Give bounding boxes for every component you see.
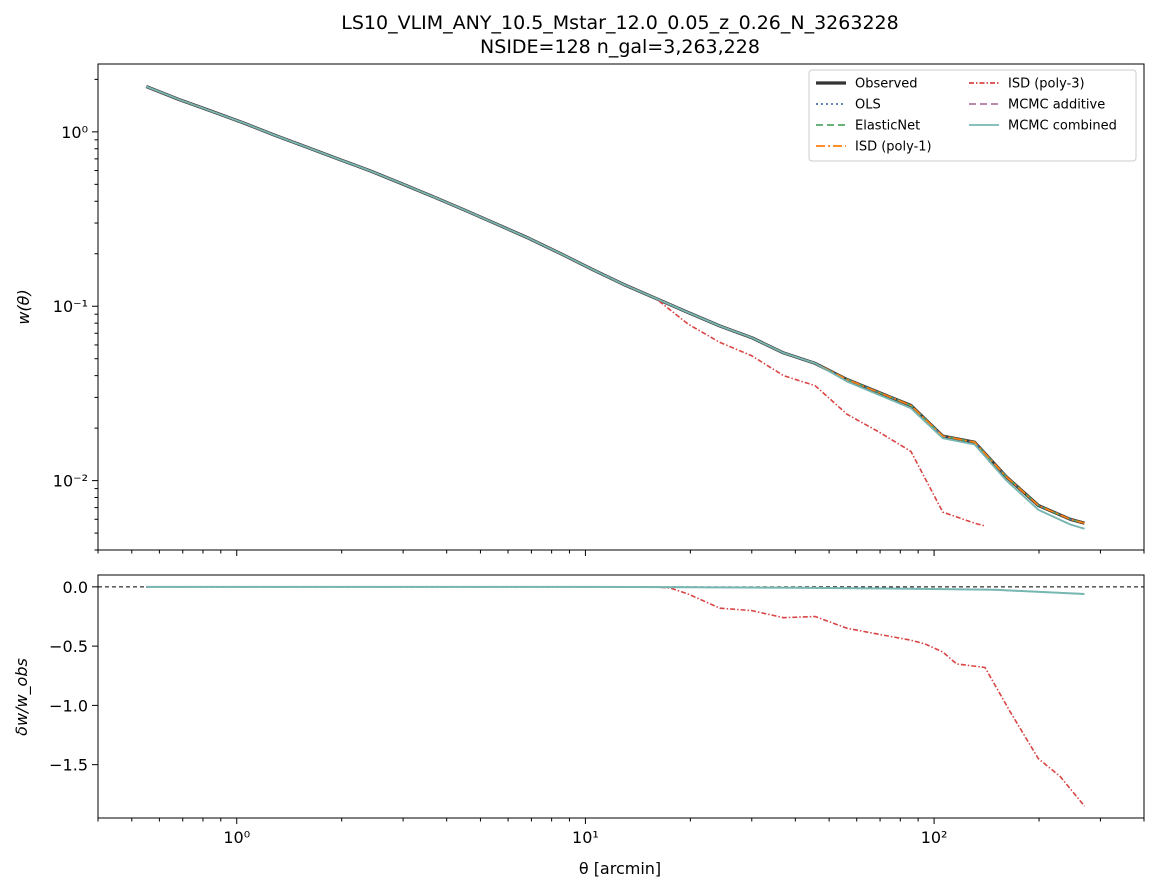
top-y-axis-label: w(θ) xyxy=(14,289,33,324)
top-panel: 10⁻² 10⁻¹ 10⁰ Observed OLS ElasticNet ISD (pol… xyxy=(53,63,1145,556)
bottom-axes-frame xyxy=(97,574,1145,819)
bottom-y-tick-label: 0.0 xyxy=(63,578,88,597)
legend-label: MCMC combined xyxy=(1008,119,1117,134)
bottom-y-tick-label: −1.0 xyxy=(49,696,88,715)
bottom-series-mcmc-combined xyxy=(146,585,1085,595)
chart-subtitle: NSIDE=128 n_gal=3,263,228 xyxy=(480,36,760,58)
legend: Observed OLS ElasticNet ISD (poly-1) ISD (po… xyxy=(808,69,1137,162)
top-y-tick-label: 10⁰ xyxy=(61,123,88,142)
x-tick-label: 10¹ xyxy=(572,828,599,847)
bottom-y-tick-label: −0.5 xyxy=(49,637,88,656)
x-tick-label: 10⁰ xyxy=(223,828,250,847)
top-y-tick-label: 10⁻² xyxy=(53,472,88,491)
legend-label: ISD (poly-3) xyxy=(1008,77,1085,92)
top-y-tick-label: 10⁻¹ xyxy=(53,297,88,316)
top-axes-frame xyxy=(97,63,1145,551)
legend-label: ISD (poly-1) xyxy=(855,140,932,155)
bottom-y-axis-label: δw/w_obs xyxy=(12,658,32,736)
legend-label: OLS xyxy=(855,98,881,113)
bottom-y-tick-label: −1.5 xyxy=(49,756,88,775)
legend-label: ElasticNet xyxy=(855,119,920,134)
chart-title: LS10_VLIM_ANY_10.5_Mstar_12.0_0.05_z_0.2… xyxy=(341,12,898,34)
x-axis-label: θ [arcmin] xyxy=(579,859,661,878)
legend-label: Observed xyxy=(855,77,918,92)
top-series-mcmc-combined xyxy=(145,85,1085,530)
bottom-series-isd-poly-3- xyxy=(146,586,1086,807)
bottom-panel: 10⁰ 10¹ 10² 0.0 −0.5 −1.0 −1.5 xyxy=(49,574,1145,847)
legend-label: MCMC additive xyxy=(1008,98,1105,113)
x-tick-label: 10² xyxy=(921,828,948,847)
legend-frame xyxy=(808,69,1137,162)
